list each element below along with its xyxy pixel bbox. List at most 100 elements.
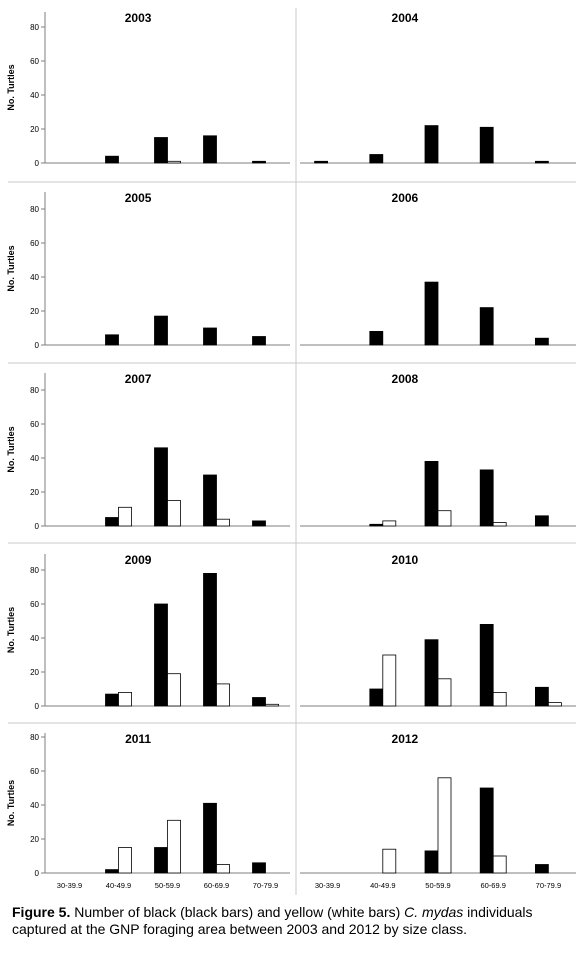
y-tick-label: 20 — [30, 125, 39, 134]
figure-caption: Figure 5. Number of black (black bars) a… — [12, 904, 568, 938]
caption-text-b: individuals captured at the GNP foraging… — [12, 904, 533, 937]
bar-white — [382, 654, 397, 707]
bar-black — [203, 135, 217, 164]
panel-title: 2004 — [392, 11, 419, 25]
bar-black — [203, 802, 217, 874]
y-tick-label: 40 — [30, 634, 39, 643]
y-tick-label: 80 — [30, 566, 39, 575]
bar-black — [424, 125, 439, 164]
bar-black — [535, 686, 549, 707]
bar-white — [216, 864, 230, 874]
y-tick-label: 20 — [30, 307, 39, 316]
bar-black — [105, 517, 119, 527]
y-tick-label: 20 — [30, 835, 39, 844]
bar-white — [437, 510, 452, 527]
bar-white — [118, 847, 132, 874]
bar-black — [105, 334, 119, 346]
bar-black — [105, 155, 119, 164]
bar-black — [203, 327, 217, 346]
y-tick-label: 0 — [35, 341, 40, 350]
bar-white — [167, 673, 181, 707]
y-tick-label: 60 — [30, 239, 39, 248]
bar-black — [424, 639, 439, 707]
bar-black — [535, 515, 549, 527]
bar-white — [437, 678, 452, 707]
x-tick-label: 60-69.9 — [204, 881, 229, 890]
caption-lead: Figure 5. — [12, 904, 71, 920]
y-tick-label: 80 — [30, 205, 39, 214]
panel-title: 2009 — [125, 553, 152, 567]
caption-text-a: Number of black (black bars) and yellow … — [70, 904, 405, 920]
x-tick-label: 70-79.9 — [253, 881, 278, 890]
panel-title: 2006 — [392, 191, 419, 205]
bar-black — [369, 330, 384, 346]
bar-black — [154, 137, 168, 164]
bar-black — [535, 337, 549, 346]
y-tick-label: 40 — [30, 91, 39, 100]
y-tick-label: 80 — [30, 386, 39, 395]
bar-white — [167, 500, 181, 527]
bar-black — [252, 160, 266, 164]
bar-white — [492, 855, 507, 874]
bar-white — [382, 848, 397, 874]
bar-black — [252, 697, 266, 707]
bar-black — [369, 154, 384, 164]
x-tick-label: 70-79.9 — [536, 881, 561, 890]
bar-black — [252, 336, 266, 346]
y-tick-label: 20 — [30, 488, 39, 497]
panel-title: 2005 — [125, 191, 152, 205]
y-tick-label: 60 — [30, 767, 39, 776]
bar-white — [167, 160, 181, 164]
y-tick-label: 0 — [35, 522, 40, 531]
bar-black — [154, 447, 168, 527]
y-tick-label: 20 — [30, 668, 39, 677]
x-tick-label: 40-49.9 — [370, 881, 395, 890]
bar-black — [535, 864, 549, 874]
bar-black — [424, 281, 439, 346]
y-axis-label: No. Turtles — [6, 426, 16, 472]
y-tick-label: 40 — [30, 454, 39, 463]
bar-black — [535, 160, 549, 164]
y-tick-label: 60 — [30, 420, 39, 429]
x-tick-label: 40-49.9 — [106, 881, 131, 890]
y-tick-label: 0 — [35, 159, 40, 168]
bar-black — [105, 693, 119, 707]
bar-white — [118, 692, 132, 707]
y-axis-label: No. Turtles — [6, 64, 16, 110]
panel-title: 2003 — [125, 11, 152, 25]
bar-black — [479, 624, 494, 707]
y-tick-label: 0 — [35, 702, 40, 711]
panel-title: 2007 — [125, 372, 152, 386]
bar-black — [252, 520, 266, 527]
y-tick-label: 60 — [30, 57, 39, 66]
panel-title: 2012 — [392, 732, 419, 746]
y-tick-label: 0 — [35, 869, 40, 878]
y-axis-label: No. Turtles — [6, 607, 16, 653]
bar-white — [437, 777, 452, 874]
bar-black — [479, 469, 494, 527]
bar-white — [216, 518, 230, 527]
bar-black — [154, 603, 168, 707]
bar-black — [369, 688, 384, 707]
panel-title: 2010 — [392, 553, 419, 567]
bar-white — [492, 692, 507, 707]
x-tick-label: 30-39.9 — [57, 881, 82, 890]
bar-white — [492, 522, 507, 527]
y-axis-label: No. Turtles — [6, 780, 16, 826]
caption-species: C. mydas — [404, 904, 464, 920]
y-tick-label: 80 — [30, 23, 39, 32]
bar-black — [154, 847, 168, 874]
panel-title: 2011 — [125, 732, 151, 746]
y-tick-label: 40 — [30, 273, 39, 282]
bar-black — [424, 460, 439, 527]
y-tick-label: 80 — [30, 733, 39, 742]
bar-black — [252, 862, 266, 874]
bar-black — [154, 315, 168, 346]
bar-black — [424, 850, 439, 874]
y-tick-label: 40 — [30, 801, 39, 810]
x-tick-label: 50-59.9 — [425, 881, 450, 890]
bar-black — [105, 869, 119, 874]
panel-title: 2008 — [392, 372, 419, 386]
y-tick-label: 60 — [30, 600, 39, 609]
